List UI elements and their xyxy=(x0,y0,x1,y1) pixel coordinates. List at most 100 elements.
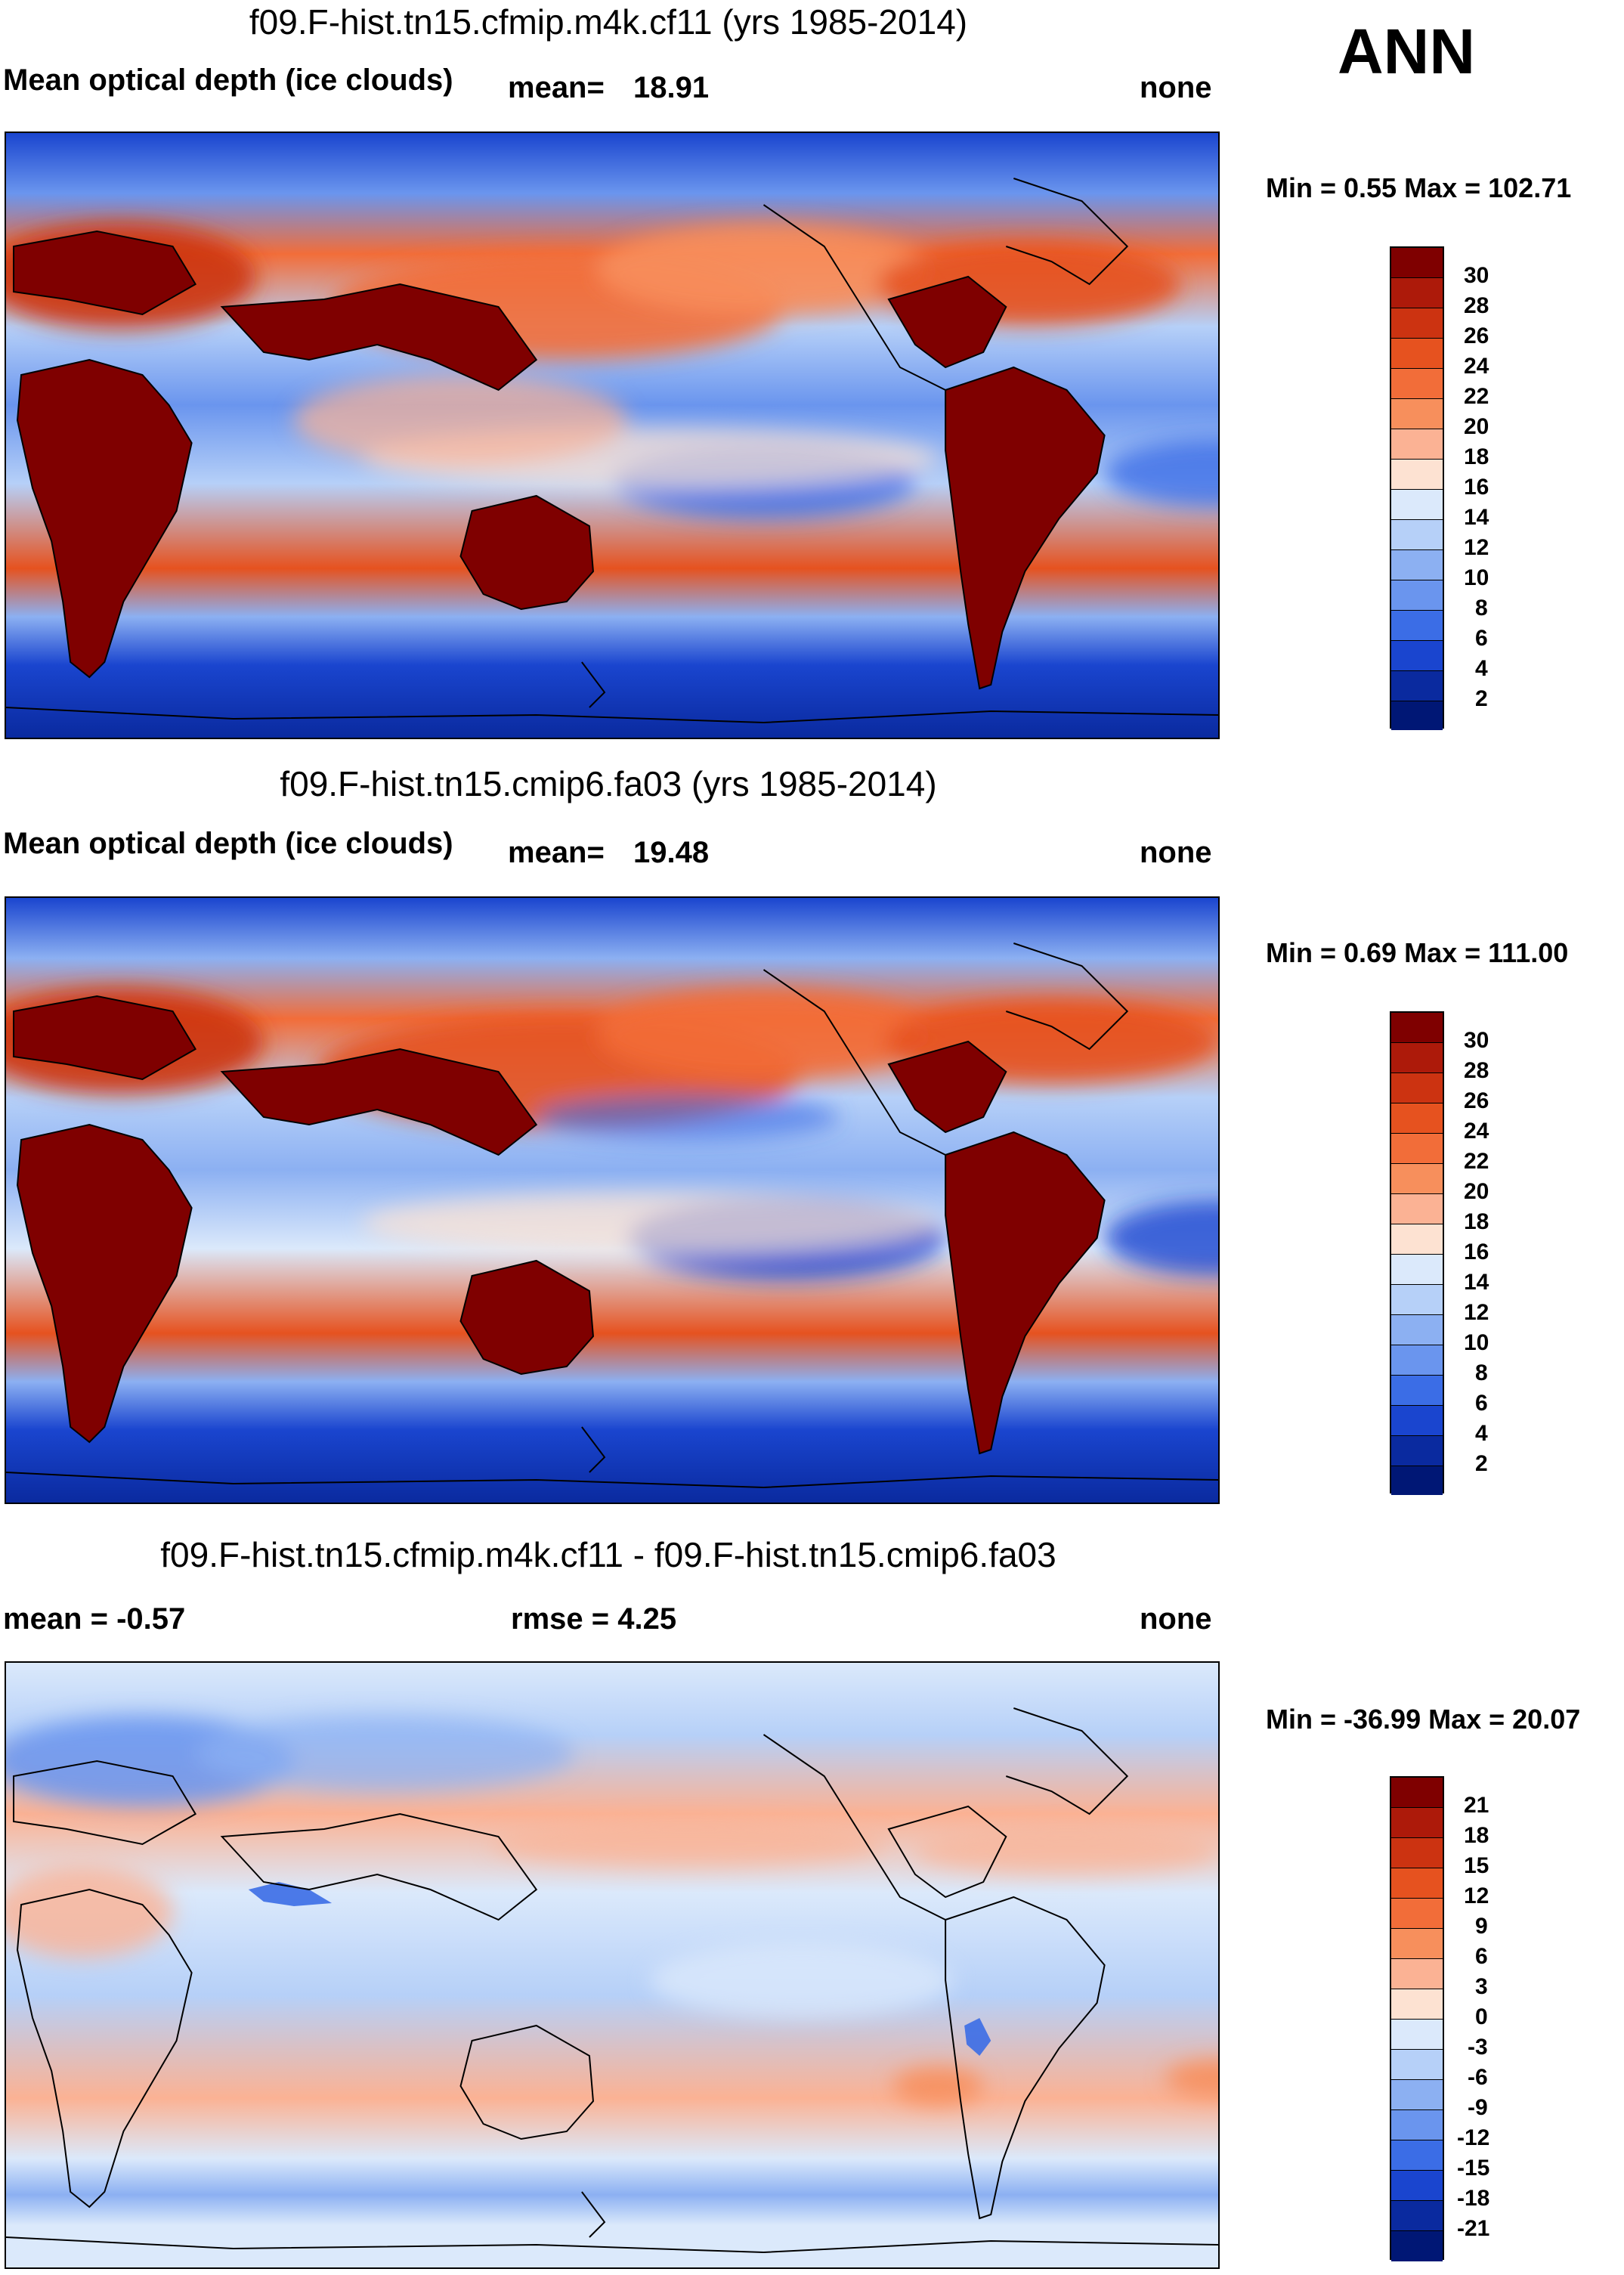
panel-2-region-north-america xyxy=(887,1040,1007,1134)
panel-2-colorbar-tick: 4 xyxy=(1475,1421,1488,1446)
panel-1-colorbar-bin xyxy=(1391,671,1443,701)
panel-2-colorbar-tick: 22 xyxy=(1464,1149,1489,1174)
panel-1-region-australia xyxy=(459,494,594,611)
panel-1-colorbar-bin xyxy=(1391,339,1443,369)
panel-1-colorbar-bin xyxy=(1391,580,1443,611)
panel-1-region-asia xyxy=(220,283,538,392)
panel-1-colorbar-tick: 22 xyxy=(1464,384,1489,409)
panel-2-colorbar-tick: 26 xyxy=(1464,1088,1489,1113)
panel-3-colorbar-tick: 21 xyxy=(1464,1793,1489,1818)
panel-3-colorbar-bin xyxy=(1391,1929,1443,1959)
panel-1-colorbar-bin xyxy=(1391,490,1443,520)
panel-1-colorbar-bin xyxy=(1391,611,1443,641)
panel-3-colorbar-tick: 3 xyxy=(1475,1974,1488,1999)
panel-1-colorbar-bin xyxy=(1391,520,1443,550)
panel-2-colorbar xyxy=(1390,1011,1444,1495)
panel-2-region-africa xyxy=(17,1123,193,1444)
panel-1-map-field xyxy=(6,133,1218,738)
panel-1-colorbar-bin xyxy=(1391,399,1443,429)
panel-1-colorbar-bin xyxy=(1391,278,1443,308)
panel-2-map xyxy=(5,896,1220,1504)
panel-3-rmse: rmse = 4.25 xyxy=(511,1602,677,1636)
panel-1-region-north-america xyxy=(887,275,1007,369)
panel-1-colorbar-bin xyxy=(1391,248,1443,278)
panel-3-mean: mean = -0.57 xyxy=(3,1602,186,1636)
panel-2-colorbar-bin xyxy=(1391,1315,1443,1345)
season-label: ANN xyxy=(1338,16,1475,87)
panel-1-region-south-america xyxy=(945,366,1106,690)
panel-3-colorbar-bin xyxy=(1391,1899,1443,1929)
panel-3-colorbar-bin xyxy=(1391,2140,1443,2171)
panel-1-colorbar-tick: 2 xyxy=(1475,686,1488,711)
panel-2-region-asia xyxy=(220,1048,538,1156)
panel-3-colorbar-tick: -18 xyxy=(1457,2186,1490,2211)
panel-1-colorbar-bin xyxy=(1391,429,1443,460)
panel-2-colorbar-tick: 20 xyxy=(1464,1179,1489,1204)
panel-2-colorbar-bin xyxy=(1391,1043,1443,1073)
panel-2-colorbar-bin xyxy=(1391,1073,1443,1103)
panel-1-units: none xyxy=(1140,71,1212,104)
panel-1-mean-value: 18.91 xyxy=(633,71,710,104)
panel-1-colorbar-tick: 4 xyxy=(1475,656,1488,681)
panel-1-colorbar-tick: 20 xyxy=(1464,414,1489,439)
panel-3-colorbar-bin xyxy=(1391,2201,1443,2231)
panel-2-colorbar-tick: 18 xyxy=(1464,1209,1489,1234)
panel-2-region-south-america xyxy=(945,1131,1106,1455)
panel-3-colorbar-bin xyxy=(1391,1959,1443,1989)
panel-2-title: f09.F-hist.tn15.cmip6.fa03 (yrs 1985-201… xyxy=(280,764,937,803)
panel-1-colorbar-bin xyxy=(1391,641,1443,671)
panel-2-colorbar-bin xyxy=(1391,1436,1443,1466)
panel-2-colorbar-bin xyxy=(1391,1376,1443,1406)
panel-3-map xyxy=(5,1661,1220,2269)
panel-3-colorbar-bin xyxy=(1391,2171,1443,2201)
panel-3-colorbar-bin xyxy=(1391,1778,1443,1808)
panel-3-region-andes-negative xyxy=(964,2018,991,2056)
panel-3-colorbar-tick: -6 xyxy=(1468,2065,1488,2090)
panel-3-colorbar-tick: -3 xyxy=(1468,2035,1488,2060)
panel-3-colorbar-tick: 12 xyxy=(1464,1883,1489,1908)
panel-3-colorbar-bin xyxy=(1391,1838,1443,1868)
panel-3-units: none xyxy=(1140,1602,1212,1636)
panel-3-colorbar-tick: -12 xyxy=(1457,2125,1490,2150)
panel-1-colorbar-bin xyxy=(1391,550,1443,580)
panel-2-colorbar-bin xyxy=(1391,1345,1443,1376)
panel-2-colorbar-tick: 30 xyxy=(1464,1028,1489,1053)
panel-1-variable: Mean optical depth (ice clouds) xyxy=(3,63,453,97)
panel-2-colorbar-tick: 14 xyxy=(1464,1270,1489,1295)
panel-3-minmax: Min = -36.99 Max = 20.07 xyxy=(1266,1704,1581,1735)
panel-3-colorbar-tick: -15 xyxy=(1457,2156,1490,2181)
panel-3-map-field xyxy=(6,1663,1218,2267)
panel-3-region-himalaya-negative xyxy=(248,1882,333,1906)
panel-1-region-africa xyxy=(17,358,193,679)
panel-2-colorbar-bin xyxy=(1391,1194,1443,1224)
panel-2-units: none xyxy=(1140,836,1212,869)
panel-3-colorbar-bin xyxy=(1391,1808,1443,1838)
panel-2-colorbar-bin xyxy=(1391,1285,1443,1315)
panel-2-colorbar-bin xyxy=(1391,1224,1443,1255)
panel-2-colorbar-tick: 10 xyxy=(1464,1330,1489,1355)
panel-2-mean-label: mean= xyxy=(508,836,605,869)
panel-1-region-europe xyxy=(13,230,197,316)
panel-1-colorbar-bin xyxy=(1391,460,1443,490)
panel-3-colorbar-tick: -21 xyxy=(1457,2216,1490,2241)
panel-3-colorbar-bin xyxy=(1391,1989,1443,2020)
panel-1-colorbar-tick: 14 xyxy=(1464,505,1489,530)
panel-1-colorbar-bin xyxy=(1391,701,1443,730)
panel-2-colorbar-bin xyxy=(1391,1103,1443,1134)
panel-3-colorbar-tick: 9 xyxy=(1475,1914,1488,1939)
panel-1-colorbar-tick: 26 xyxy=(1464,323,1489,348)
panel-2-colorbar-bin xyxy=(1391,1255,1443,1285)
panel-1-colorbar-tick: 28 xyxy=(1464,293,1489,318)
panel-3-colorbar-tick: 15 xyxy=(1464,1853,1489,1878)
panel-1-colorbar-bin xyxy=(1391,369,1443,399)
panel-2-colorbar-bin xyxy=(1391,1164,1443,1194)
panel-2-colorbar-tick: 2 xyxy=(1475,1451,1488,1476)
panel-2-minmax: Min = 0.69 Max = 111.00 xyxy=(1266,937,1569,968)
panel-1-colorbar-tick: 10 xyxy=(1464,565,1489,590)
panel-2-variable: Mean optical depth (ice clouds) xyxy=(3,827,453,860)
panel-3-colorbar-tick: 6 xyxy=(1475,1944,1488,1969)
panel-3-colorbar-bin xyxy=(1391,2080,1443,2110)
panel-3-colorbar-tick: -9 xyxy=(1468,2095,1488,2120)
panel-3-colorbar-bin xyxy=(1391,2050,1443,2080)
panel-2-colorbar-tick: 24 xyxy=(1464,1119,1489,1144)
